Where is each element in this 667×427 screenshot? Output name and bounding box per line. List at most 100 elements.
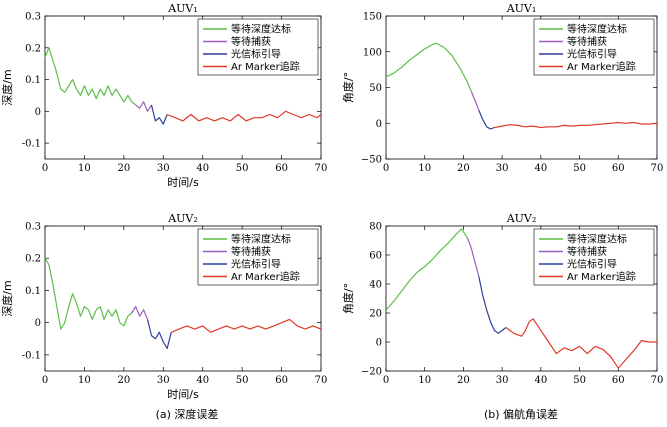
legend-label: 等待捕获 <box>231 35 271 48</box>
x-axis-label: 时间/s <box>167 388 199 401</box>
series-line-4 <box>505 318 657 369</box>
series-line-4 <box>166 110 322 122</box>
x-tick-label: 50 <box>573 163 586 174</box>
legend-label: 等待深度达标 <box>231 233 291 246</box>
x-tick-label: 10 <box>418 163 431 174</box>
series-line-2 <box>135 101 153 112</box>
series-line-1 <box>44 47 137 106</box>
x-tick-label: 30 <box>496 163 509 174</box>
y-tick-label: 40 <box>369 280 382 291</box>
chart-panel-1: 0 10 20 30 40 50 60 70 -0.1 0 0.1 0.2 0.3 AUV₁ 时间/s 深度/… <box>0 2 327 189</box>
y-tick-label: 0 <box>35 318 41 329</box>
x-tick-label: 40 <box>196 375 209 386</box>
x-tick-label: 50 <box>236 375 249 386</box>
x-tick-label: 0 <box>383 163 389 174</box>
legend-label: 光信标引导 <box>567 48 617 61</box>
series-line-3 <box>146 319 172 349</box>
x-tick-label: 30 <box>157 375 170 386</box>
x-tick-label: 60 <box>275 163 288 174</box>
chart-title: AUV₂ <box>506 212 537 225</box>
legend-label: 等待捕获 <box>567 245 607 258</box>
series-line-1 <box>385 228 468 311</box>
legend-label: 等待深度达标 <box>231 23 291 36</box>
series-line-3 <box>478 276 507 334</box>
y-tick-label: 0 <box>376 119 382 130</box>
legend-label: Ar Marker追踪 <box>231 270 300 283</box>
x-tick-label: 20 <box>457 375 470 386</box>
x-tick-label: 30 <box>496 375 509 386</box>
x-tick-label: 40 <box>534 375 547 386</box>
caption-b: (b) 偏航角误差 <box>484 407 558 421</box>
y-axis-label: 深度/m <box>0 69 14 105</box>
x-tick-label: 0 <box>42 163 48 174</box>
chart-panel-4: 0 10 20 30 40 50 60 70−20020406080AUV₂角度/°等待深度达… <box>341 212 663 386</box>
chart-title: AUV₁ <box>506 2 537 15</box>
x-tick-label: 50 <box>236 163 249 174</box>
x-tick-label: 40 <box>196 163 209 174</box>
y-tick-label: 0.3 <box>25 222 41 233</box>
x-tick-label: 60 <box>612 375 625 386</box>
x-tick-label: 10 <box>418 375 431 386</box>
y-tick-label: 60 <box>369 251 382 262</box>
x-tick-label: 60 <box>275 375 288 386</box>
x-tick-label: 70 <box>651 375 664 386</box>
legend-label: 等待捕获 <box>231 245 271 258</box>
series-line-2 <box>131 306 149 320</box>
y-tick-label: 0 <box>35 107 41 118</box>
series-line-1 <box>385 42 472 92</box>
legend-label: 光信标引导 <box>231 48 281 61</box>
chart-title: AUV₁ <box>167 2 198 15</box>
legend-label: 光信标引导 <box>567 258 617 271</box>
x-tick-label: 0 <box>42 375 48 386</box>
series-line-1 <box>44 257 133 330</box>
y-tick-label: 20 <box>369 309 382 320</box>
x-tick-label: 70 <box>651 163 664 174</box>
x-tick-label: 60 <box>612 163 625 174</box>
y-tick-label: 80 <box>369 222 382 233</box>
chart-title: AUV₂ <box>167 212 198 225</box>
series-line-2 <box>470 90 480 111</box>
series-line-3 <box>478 110 495 130</box>
chart-panel-3: 0 10 20 30 40 50 60 70 -0.1 0 0.1 0.2 0.3 AUV₂ 时间/s 深度/… <box>0 212 327 401</box>
y-axis-label: 角度/° <box>341 72 355 103</box>
x-tick-label: 40 <box>534 163 547 174</box>
x-tick-label: 50 <box>573 375 586 386</box>
legend-label: 等待深度达标 <box>567 233 627 246</box>
legend-label: Ar Marker追踪 <box>231 60 300 73</box>
chart-panel-2: 0 10 20 30 40 50 60 70−50050100150AUV₁角度/°等待深度达… <box>341 2 663 174</box>
y-axis-label: 角度/° <box>341 283 355 314</box>
x-tick-label: 0 <box>383 375 389 386</box>
y-tick-label: 100 <box>363 47 382 58</box>
legend-label: 等待捕获 <box>567 35 607 48</box>
y-axis-label: 深度/m <box>0 280 14 316</box>
series-line-4 <box>170 318 322 333</box>
y-tick-label: -0.1 <box>22 350 41 361</box>
x-axis-label: 时间/s <box>167 176 199 189</box>
series-line-4 <box>494 121 658 129</box>
x-tick-label: 20 <box>117 375 130 386</box>
legend-label: Ar Marker追踪 <box>567 270 636 283</box>
y-tick-label: 150 <box>363 12 382 23</box>
x-tick-label: 10 <box>78 163 91 174</box>
x-tick-label: 20 <box>117 163 130 174</box>
series-line-3 <box>150 104 168 125</box>
y-tick-label: 50 <box>369 83 382 94</box>
y-tick-label: 0 <box>376 338 382 349</box>
x-tick-label: 70 <box>315 163 328 174</box>
x-tick-label: 10 <box>78 375 91 386</box>
legend-label: 光信标引导 <box>231 258 281 271</box>
y-tick-label: 0.2 <box>25 254 41 265</box>
x-tick-label: 70 <box>315 375 328 386</box>
y-tick-label: 0.1 <box>25 286 41 297</box>
y-tick-label: −20 <box>361 367 382 378</box>
caption-a: (a) 深度误差 <box>156 407 219 421</box>
x-tick-label: 20 <box>457 163 470 174</box>
y-tick-label: -0.1 <box>22 139 41 150</box>
y-tick-label: −50 <box>361 155 382 166</box>
legend-label: 等待深度达标 <box>567 23 627 36</box>
series-line-2 <box>466 237 480 277</box>
